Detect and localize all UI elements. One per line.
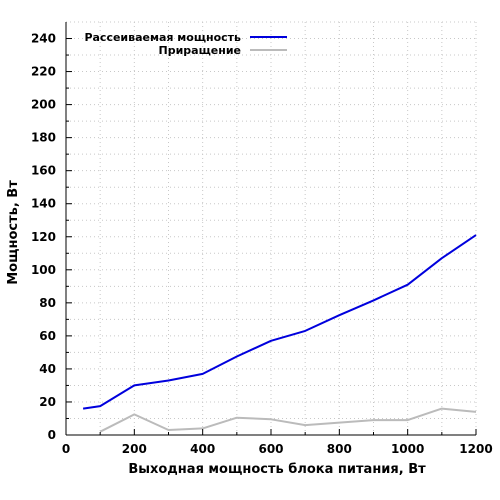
x-tick-label: 200 (122, 442, 147, 456)
y-tick-label: 120 (31, 230, 56, 244)
y-tick-label: 200 (31, 98, 56, 112)
y-tick-label: 140 (31, 197, 56, 211)
ticks: 0 200 400 600 800 1000 1200 0 20 40 60 80 100 120 140 1… (31, 32, 493, 456)
x-tick-label: 800 (327, 442, 352, 456)
y-tick-label: 80 (39, 296, 56, 310)
axes (65, 22, 476, 436)
y-tick-label: 100 (31, 263, 56, 277)
y-tick-label: 160 (31, 164, 56, 178)
series-line-increment (99, 407, 477, 433)
y-tick-label: 60 (39, 329, 56, 343)
y-tick-label: 0 (48, 428, 56, 442)
y-tick-label: 40 (39, 362, 56, 376)
legend-label-increment: Приращение (159, 44, 241, 57)
legend: Рассеиваемая мощность Приращение (84, 31, 287, 57)
y-axis-title: Мощность, Вт (6, 180, 21, 285)
x-tick-label: 1000 (391, 442, 424, 456)
y-tick-label: 180 (31, 131, 56, 145)
x-axis-title: Выходная мощность блока питания, Вт (128, 462, 426, 477)
x-tick-label: 400 (190, 442, 215, 456)
y-tick-label: 220 (31, 65, 56, 79)
x-tick-label: 600 (258, 442, 283, 456)
legend-label-dissipated: Рассеиваемая мощность (84, 31, 241, 44)
y-tick-label: 240 (31, 32, 56, 46)
x-tick-label: 0 (62, 442, 70, 456)
series-lines (82, 234, 477, 433)
grid (66, 21, 477, 435)
x-tick-label: 1200 (459, 442, 492, 456)
y-tick-label: 20 (39, 395, 56, 409)
series-line-dissipated (82, 234, 477, 410)
